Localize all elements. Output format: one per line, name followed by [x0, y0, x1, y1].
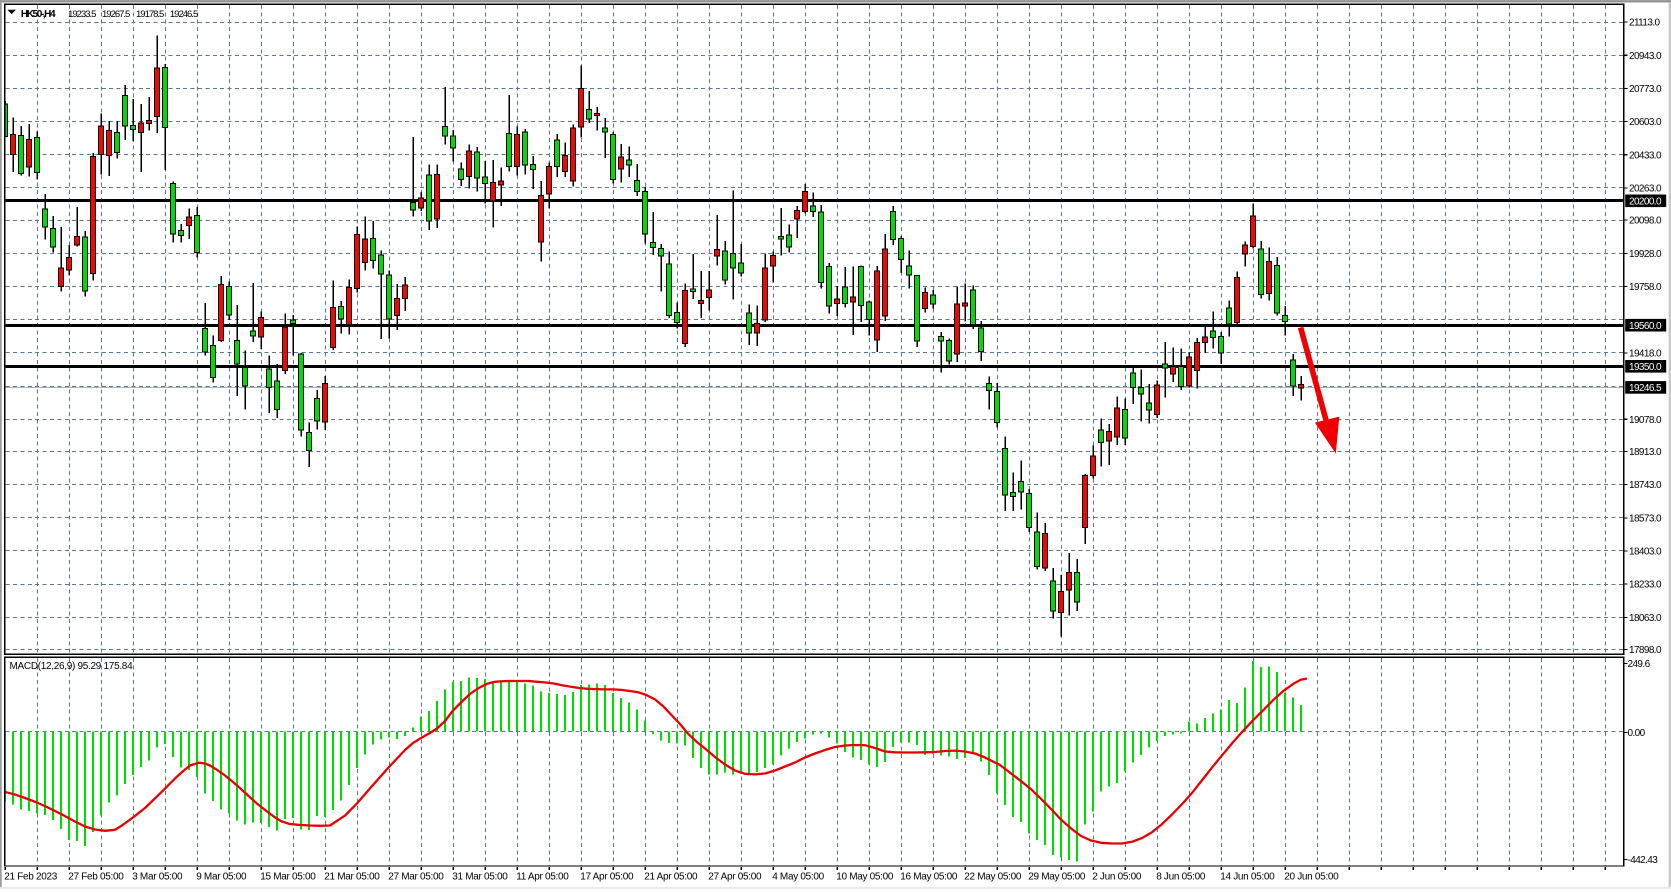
svg-text:17 Apr 05:00: 17 Apr 05:00 [580, 872, 634, 883]
svg-text:14 Jun 05:00: 14 Jun 05:00 [1220, 872, 1275, 883]
svg-text:20433.0: 20433.0 [1629, 150, 1662, 161]
svg-text:27 Apr 05:00: 27 Apr 05:00 [708, 872, 762, 883]
svg-text:18913.0: 18913.0 [1629, 447, 1662, 458]
svg-text:18063.0: 18063.0 [1629, 613, 1662, 624]
svg-text:19560.0: 19560.0 [1629, 321, 1662, 332]
svg-text:21 Apr 05:00: 21 Apr 05:00 [644, 872, 698, 883]
svg-text:18573.0: 18573.0 [1629, 513, 1662, 524]
svg-text:27 Mar 05:00: 27 Mar 05:00 [388, 872, 444, 883]
svg-text:17898.0: 17898.0 [1629, 645, 1662, 656]
svg-text:19233.5: 19233.5 [68, 9, 96, 20]
svg-text:MACD(12,26,9) 95.29 175.84: MACD(12,26,9) 95.29 175.84 [10, 661, 134, 672]
svg-text:-442.43: -442.43 [1628, 855, 1659, 866]
svg-text:HK50-,H4: HK50-,H4 [21, 9, 56, 20]
svg-text:31 Mar 05:00: 31 Mar 05:00 [452, 872, 508, 883]
svg-text:9 Mar 05:00: 9 Mar 05:00 [196, 872, 247, 883]
svg-text:18403.0: 18403.0 [1629, 547, 1662, 558]
svg-text:20 Jun 05:00: 20 Jun 05:00 [1284, 872, 1339, 883]
svg-text:19246.5: 19246.5 [1629, 383, 1662, 394]
svg-text:19758.0: 19758.0 [1629, 282, 1662, 293]
svg-text:19350.0: 19350.0 [1629, 362, 1662, 373]
svg-text:27 Feb 05:00: 27 Feb 05:00 [68, 872, 124, 883]
svg-text:20263.0: 20263.0 [1629, 184, 1662, 195]
svg-text:19246.5: 19246.5 [170, 9, 198, 20]
svg-text:19078.0: 19078.0 [1629, 415, 1662, 426]
svg-text:2 Jun 05:00: 2 Jun 05:00 [1092, 872, 1142, 883]
svg-text:19928.0: 19928.0 [1629, 249, 1662, 260]
svg-text:20603.0: 20603.0 [1629, 117, 1662, 128]
svg-text:21 Feb 2023: 21 Feb 2023 [4, 872, 58, 883]
svg-text:20200.0: 20200.0 [1629, 196, 1662, 207]
svg-text:20943.0: 20943.0 [1629, 51, 1662, 62]
svg-text:18233.0: 18233.0 [1629, 580, 1662, 591]
svg-text:22 May 05:00: 22 May 05:00 [964, 872, 1022, 883]
svg-text:15 Mar 05:00: 15 Mar 05:00 [260, 872, 316, 883]
svg-text:18743.0: 18743.0 [1629, 480, 1662, 491]
svg-text:20098.0: 20098.0 [1629, 216, 1662, 227]
svg-text:11 Apr 05:00: 11 Apr 05:00 [516, 872, 569, 883]
svg-text:0.00: 0.00 [1628, 728, 1646, 739]
svg-text:19178.5: 19178.5 [136, 9, 164, 20]
svg-text:29 May 05:00: 29 May 05:00 [1028, 872, 1086, 883]
svg-text:249.6: 249.6 [1628, 659, 1651, 670]
svg-text:8 Jun 05:00: 8 Jun 05:00 [1156, 872, 1206, 883]
svg-text:16 May 05:00: 16 May 05:00 [900, 872, 958, 883]
svg-text:19267.5: 19267.5 [102, 9, 130, 20]
svg-text:21 Mar 05:00: 21 Mar 05:00 [324, 872, 380, 883]
svg-text:20773.0: 20773.0 [1629, 84, 1662, 95]
svg-text:19418.0: 19418.0 [1629, 348, 1662, 359]
svg-text:4 May 05:00: 4 May 05:00 [772, 872, 824, 883]
svg-text:3 Mar 05:00: 3 Mar 05:00 [132, 872, 183, 883]
svg-text:10 May 05:00: 10 May 05:00 [836, 872, 894, 883]
svg-text:21113.0: 21113.0 [1629, 18, 1661, 29]
